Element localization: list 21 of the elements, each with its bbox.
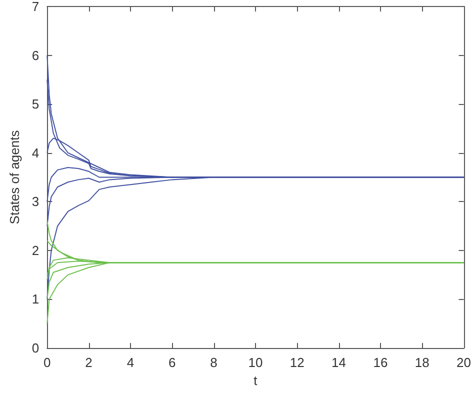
y-tick-label: 7 <box>32 0 40 14</box>
x-tick-label: 18 <box>414 355 430 370</box>
y-tick-label: 1 <box>32 292 40 307</box>
x-axis-title: t <box>254 372 258 388</box>
y-tick-label: 0 <box>32 340 40 356</box>
x-tick-label: 2 <box>85 355 92 370</box>
x-tick-label: 20 <box>456 355 472 370</box>
y-tick-label: 5 <box>32 96 40 112</box>
y-tick-label: 4 <box>32 145 40 160</box>
y-tick-label: 3 <box>32 194 40 210</box>
x-tick-label: 0 <box>44 355 51 370</box>
y-axis-title: States of agents <box>7 130 22 224</box>
y-tick-label: 2 <box>32 242 40 258</box>
x-tick-label: 10 <box>248 355 263 370</box>
x-tick-label: 8 <box>210 355 218 370</box>
x-tick-label: 14 <box>332 355 346 370</box>
x-tick-label: 4 <box>126 355 134 370</box>
x-tick-label: 12 <box>290 355 304 370</box>
y-tick-label: 6 <box>32 48 40 63</box>
x-tick-label: 6 <box>168 355 176 370</box>
x-tick-label: 16 <box>373 355 388 370</box>
